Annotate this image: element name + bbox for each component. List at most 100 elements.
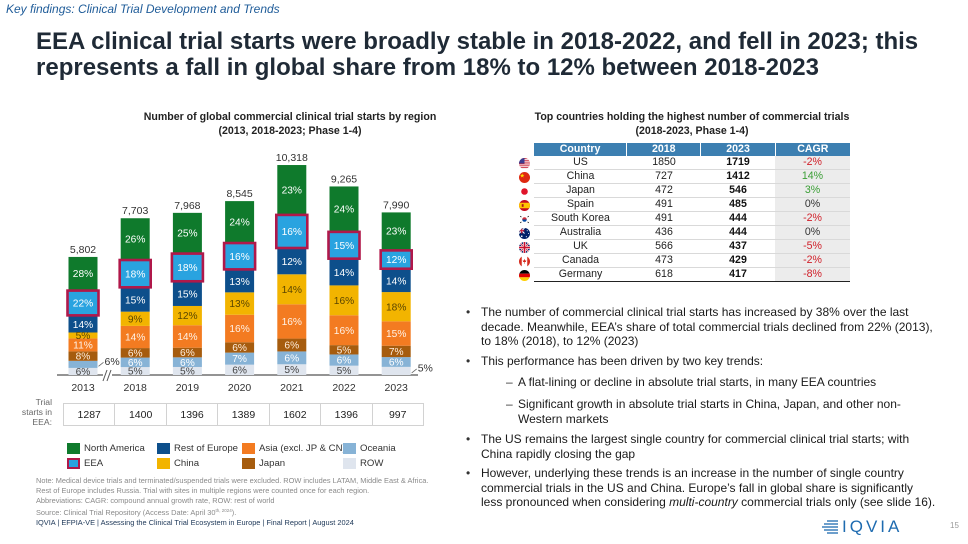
segment-label: 16% [282,227,302,238]
legend-label: ROW [360,457,384,469]
segment-label: 22% [73,299,93,310]
table-row: Japan 472 546 3% [519,184,850,198]
legend-swatch [157,457,170,469]
eea-trial-starts-cell: 1400 [115,404,167,425]
legend-label: Asia (excl. JP & CN) [259,442,346,454]
bar-segment-china-2022 [329,285,359,316]
legend-label: EEA [84,457,104,469]
source-text-end: ). [231,508,237,518]
eea-highlight-box [66,289,100,317]
segment-label: 14% [386,276,406,287]
bar-segment-north-america-2020 [225,201,255,243]
table-row: US 1850 1719 -2% [519,156,850,170]
segment-label: 28% [73,269,93,280]
bar-total-label: 8,545 [226,188,252,200]
segment-label: 6% [389,358,404,369]
bar-segment-oceania-2020 [225,352,255,365]
bar-segment-eea-2013 [68,289,98,316]
bar-segment-china-2018 [120,311,150,326]
value-2018-cell: 436 [655,226,673,239]
chart-title: Number of global commercial clinical tri… [140,110,440,138]
bar-segment-asia-excl-jp-cn-2019 [172,325,202,348]
bar-segment-row-2018 [120,367,150,375]
segment-label: 13% [229,277,249,288]
segment-label: 14% [334,268,354,279]
country-cell: Germany [558,268,603,281]
bar-segment-china-2020 [225,292,255,315]
bar-segment-north-america-2019 [172,212,202,253]
bar-segment-china-2021 [277,274,307,305]
bar-total-label: 5,802 [70,244,96,256]
eea-highlight-box [222,241,257,271]
footnotes: Note: Medical device trials and terminat… [36,476,428,528]
segment-label: 6% [284,353,299,364]
bar-segment-japan-2018 [120,348,150,358]
label-leader-line [411,368,417,374]
column-header-2023: 2023 [701,143,776,156]
segment-label: 15% [334,241,354,252]
table-row: Spain 491 485 0% [519,198,850,212]
logo-lines-icon [822,520,838,534]
segment-label: 5% [76,331,91,342]
table-row: UK 566 437 -5% [519,240,850,254]
stacked-bar-chart: 6%6%8%11%5%14%22%28%5,80220135%6%6%14%9%… [57,152,433,394]
segment-label: 18% [125,269,145,280]
table-title: Top countries holding the highest number… [512,110,872,138]
segment-label: 12% [386,255,406,266]
segment-label: 24% [334,204,354,215]
bar-segment-oceania-2019 [172,357,202,367]
legend-swatch [67,457,80,469]
source-line: Source: Clinical Trial Repository (Acces… [36,506,428,518]
country-cell: Japan [566,184,595,197]
bar-2023: 5% 6%7% 15% 18% 14% 12% 23% 7,990 2023 [379,199,433,394]
legend-item-asia: Asia (excl. JP & CN) [242,442,346,454]
value-2023-cell: 444 [729,212,747,225]
flag-cn-icon [519,171,530,183]
eea-highlight-box [327,230,361,260]
x-tick-label: 2020 [228,382,252,394]
bar-segment-north-america-2022 [329,186,359,232]
segment-label: 12% [282,257,302,268]
value-2023-cell: 1412 [726,170,750,183]
flag-de-icon [519,269,530,281]
segment-label: 5% [337,366,352,377]
segment-label: 5% [337,345,352,356]
value-2018-cell: 1850 [652,156,676,169]
value-2018-cell: 473 [655,254,673,267]
iqvia-logo: IQVIA [822,517,903,536]
bar-segment-oceania-2021 [277,351,307,365]
bullet-text-part: However, underlying these trends is an i… [481,466,913,510]
eea-trial-starts-label: Trial starts in EEA: [21,397,52,427]
column-header-2018: 2018 [627,143,702,156]
segment-label: 7% [232,354,247,365]
bar-segment-oceania-2018 [120,357,150,368]
bar-2013: 6% 6% 8%11%5%14% 22% 28% 5,802 2013 [66,244,120,394]
bar-segment-japan-2022 [329,345,359,355]
legend-label: Rest of Europe [174,442,238,454]
dash-icon: – [506,397,513,411]
cagr-cell: 0% [775,198,850,211]
bullet-text-emphasis: multi-country [669,495,738,510]
bar-segment-row-2023 [381,366,411,375]
bar-segment-china-2023 [381,292,411,322]
logo-text: IQVIA [842,517,903,536]
bar-segment-japan-2013 [68,351,98,361]
x-tick-label: 2013 [71,382,95,394]
bar-segment-rest-of-europe-2018 [120,287,150,312]
column-header-country: Country [534,143,628,156]
value-2023-cell: 444 [729,226,747,239]
bar-segment-oceania-2023 [381,357,411,367]
bar-segment-rest-of-europe-2020 [225,269,255,293]
segment-label: 5% [180,367,195,378]
legend-swatch [343,457,356,469]
value-2018-cell: 618 [655,268,673,281]
cagr-cell: -2% [775,212,850,225]
bar-segment-japan-2019 [172,347,202,358]
segment-label: 11% [73,340,93,351]
segment-label: 26% [125,234,145,245]
bar-segment-asia-excl-jp-cn-2023 [381,321,411,346]
